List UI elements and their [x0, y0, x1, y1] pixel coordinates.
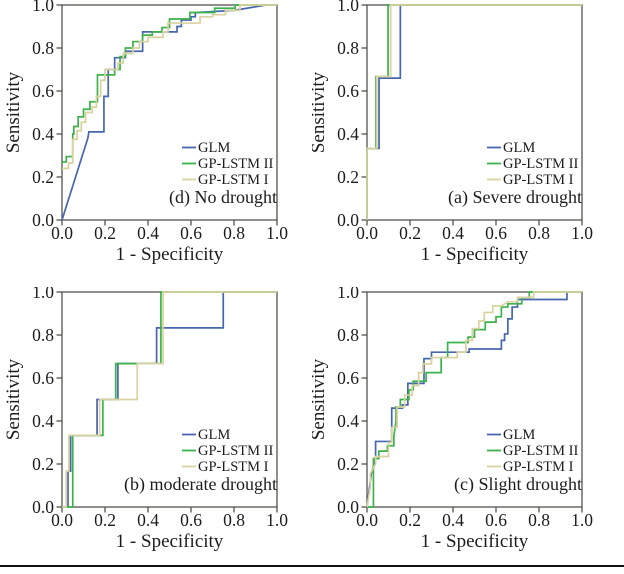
- legend-label-gp-lstm-ii: GP-LSTM II: [198, 156, 273, 172]
- x-tick-label: 0.0: [51, 510, 73, 530]
- x-tick-label: 0.6: [180, 223, 202, 243]
- subplot-caption-b: (b) moderate drought: [124, 474, 277, 495]
- x-tick-label: 0.4: [137, 223, 159, 243]
- legend-label-glm: GLM: [198, 140, 230, 156]
- x-axis-title: 1 - Specificity: [116, 531, 224, 552]
- roc-curve-gp-lstm-ii: [62, 4, 277, 163]
- roc-subplot-severe-drought: 0.0 0.2 0.4 0.6 0.8 1.0 0.0 0.2 0.4 0.6 0.8 1.0 Sens…: [312, 0, 624, 287]
- y-tick-label: 0.2: [32, 167, 54, 187]
- y-tick-label: 1.0: [337, 0, 359, 15]
- roc-curve-gp-lstm-i: [62, 291, 277, 508]
- plot-frame: [366, 291, 583, 508]
- y-tick-label: 0.6: [337, 81, 359, 101]
- y-tick-label: 0.0: [337, 497, 359, 517]
- legend-label-glm: GLM: [503, 140, 535, 156]
- y-tick-label: 1.0: [32, 0, 54, 15]
- bottom-separator-line: [0, 565, 624, 567]
- y-axis-title: Sensitivity: [312, 358, 329, 440]
- roc-subplot-moderate-drought: 0.0 0.2 0.4 0.6 0.8 1.0 0.0 0.2 0.4 0.6 0.8 1.0 Sens…: [0, 287, 312, 574]
- x-tick-label: 0.8: [528, 510, 550, 530]
- x-axis-title: 1 - Specificity: [421, 531, 529, 552]
- x-tick-label: 0.6: [485, 223, 507, 243]
- legend-label-gp-lstm-i: GP-LSTM I: [503, 459, 574, 475]
- legend-label-gp-lstm-ii: GP-LSTM II: [503, 443, 578, 459]
- x-tick-label: 0.4: [442, 510, 464, 530]
- y-tick-label: 0.0: [32, 210, 54, 230]
- x-tick-label: 0.8: [223, 510, 245, 530]
- y-tick-label: 0.4: [32, 124, 54, 144]
- y-tick-label: 0.0: [32, 497, 54, 517]
- x-tick-label: 1.0: [266, 510, 288, 530]
- legend-label-gp-lstm-ii: GP-LSTM II: [198, 443, 273, 459]
- y-tick-label: 0.2: [337, 454, 359, 474]
- x-tick-label: 0.4: [137, 510, 159, 530]
- legend-label-gp-lstm-i: GP-LSTM I: [503, 172, 574, 188]
- x-tick-label: 0.8: [223, 223, 245, 243]
- roc-chart-svg-c: 0.0 0.2 0.4 0.6 0.8 1.0 0.0 0.2 0.4 0.6 0.8 1.0 Sens…: [312, 287, 593, 552]
- x-tick-label: 1.0: [266, 223, 288, 243]
- legend-label-glm: GLM: [503, 427, 535, 443]
- y-axis-title: Sensitivity: [3, 71, 24, 153]
- legend-label-glm: GLM: [198, 427, 230, 443]
- x-tick-label: 1.0: [571, 223, 593, 243]
- subplot-caption-c: (c) Slight drought: [454, 474, 582, 495]
- y-tick-label: 0.4: [32, 411, 54, 431]
- roc-subplot-no-drought: 0.0 0.2 0.4 0.6 0.8 1.0 0.0 0.2 0.4 0.6 0.8 1.0 Sens…: [0, 0, 312, 287]
- y-tick-label: 0.6: [32, 81, 54, 101]
- roc-curve-gp-lstm-i: [62, 4, 277, 170]
- subplot-caption-d: (d) No drought: [169, 187, 277, 208]
- roc-curve-gp-lstm-i: [366, 4, 582, 220]
- x-tick-label: 0.0: [356, 223, 378, 243]
- y-tick-label: 0.8: [32, 325, 54, 345]
- y-tick-label: 0.2: [32, 454, 54, 474]
- y-tick-label: 0.8: [32, 38, 54, 58]
- roc-curve-gp-lstm-i: [366, 291, 582, 508]
- roc-curve-gp-lstm-ii: [367, 291, 582, 508]
- y-tick-label: 0.6: [32, 368, 54, 388]
- roc-chart-svg-a: 0.0 0.2 0.4 0.6 0.8 1.0 0.0 0.2 0.4 0.6 0.8 1.0 Sens…: [312, 0, 593, 265]
- y-axis-title: Sensitivity: [3, 358, 24, 440]
- subplot-caption-a: (a) Severe drought: [448, 187, 582, 208]
- y-tick-label: 0.2: [337, 167, 359, 187]
- y-tick-label: 0.8: [337, 325, 359, 345]
- plot-frame: [61, 4, 278, 221]
- y-tick-label: 1.0: [32, 287, 54, 302]
- y-tick-label: 0.8: [337, 38, 359, 58]
- y-tick-label: 0.4: [337, 124, 359, 144]
- x-tick-label: 1.0: [571, 510, 593, 530]
- y-tick-label: 0.6: [337, 368, 359, 388]
- roc-subplot-slight-drought: 0.0 0.2 0.4 0.6 0.8 1.0 0.0 0.2 0.4 0.6 0.8 1.0 Sens…: [312, 287, 624, 574]
- x-axis-title: 1 - Specificity: [421, 244, 529, 265]
- y-tick-label: 0.4: [337, 411, 359, 431]
- x-tick-label: 0.2: [94, 223, 116, 243]
- x-tick-label: 0.0: [356, 510, 378, 530]
- roc-chart-svg-b: 0.0 0.2 0.4 0.6 0.8 1.0 0.0 0.2 0.4 0.6 0.8 1.0 Sens…: [3, 287, 288, 552]
- roc-chart-svg-d: 0.0 0.2 0.4 0.6 0.8 1.0 0.0 0.2 0.4 0.6 0.8 1.0 Sens…: [3, 0, 288, 265]
- x-tick-label: 0.6: [485, 510, 507, 530]
- x-tick-label: 0.8: [528, 223, 550, 243]
- x-tick-label: 0.6: [180, 510, 202, 530]
- x-tick-label: 0.2: [399, 223, 421, 243]
- x-tick-label: 0.4: [442, 223, 464, 243]
- y-tick-label: 1.0: [337, 287, 359, 302]
- legend-label-gp-lstm-i: GP-LSTM I: [198, 459, 269, 475]
- x-axis-title: 1 - Specificity: [116, 244, 224, 265]
- legend-label-gp-lstm-ii: GP-LSTM II: [503, 156, 578, 172]
- y-axis-title: Sensitivity: [312, 71, 329, 153]
- y-tick-label: 0.0: [337, 210, 359, 230]
- roc-curve-glm: [366, 291, 582, 508]
- x-tick-label: 0.2: [94, 510, 116, 530]
- x-tick-label: 0.0: [51, 223, 73, 243]
- x-tick-label: 0.2: [399, 510, 421, 530]
- legend-label-gp-lstm-i: GP-LSTM I: [198, 172, 269, 188]
